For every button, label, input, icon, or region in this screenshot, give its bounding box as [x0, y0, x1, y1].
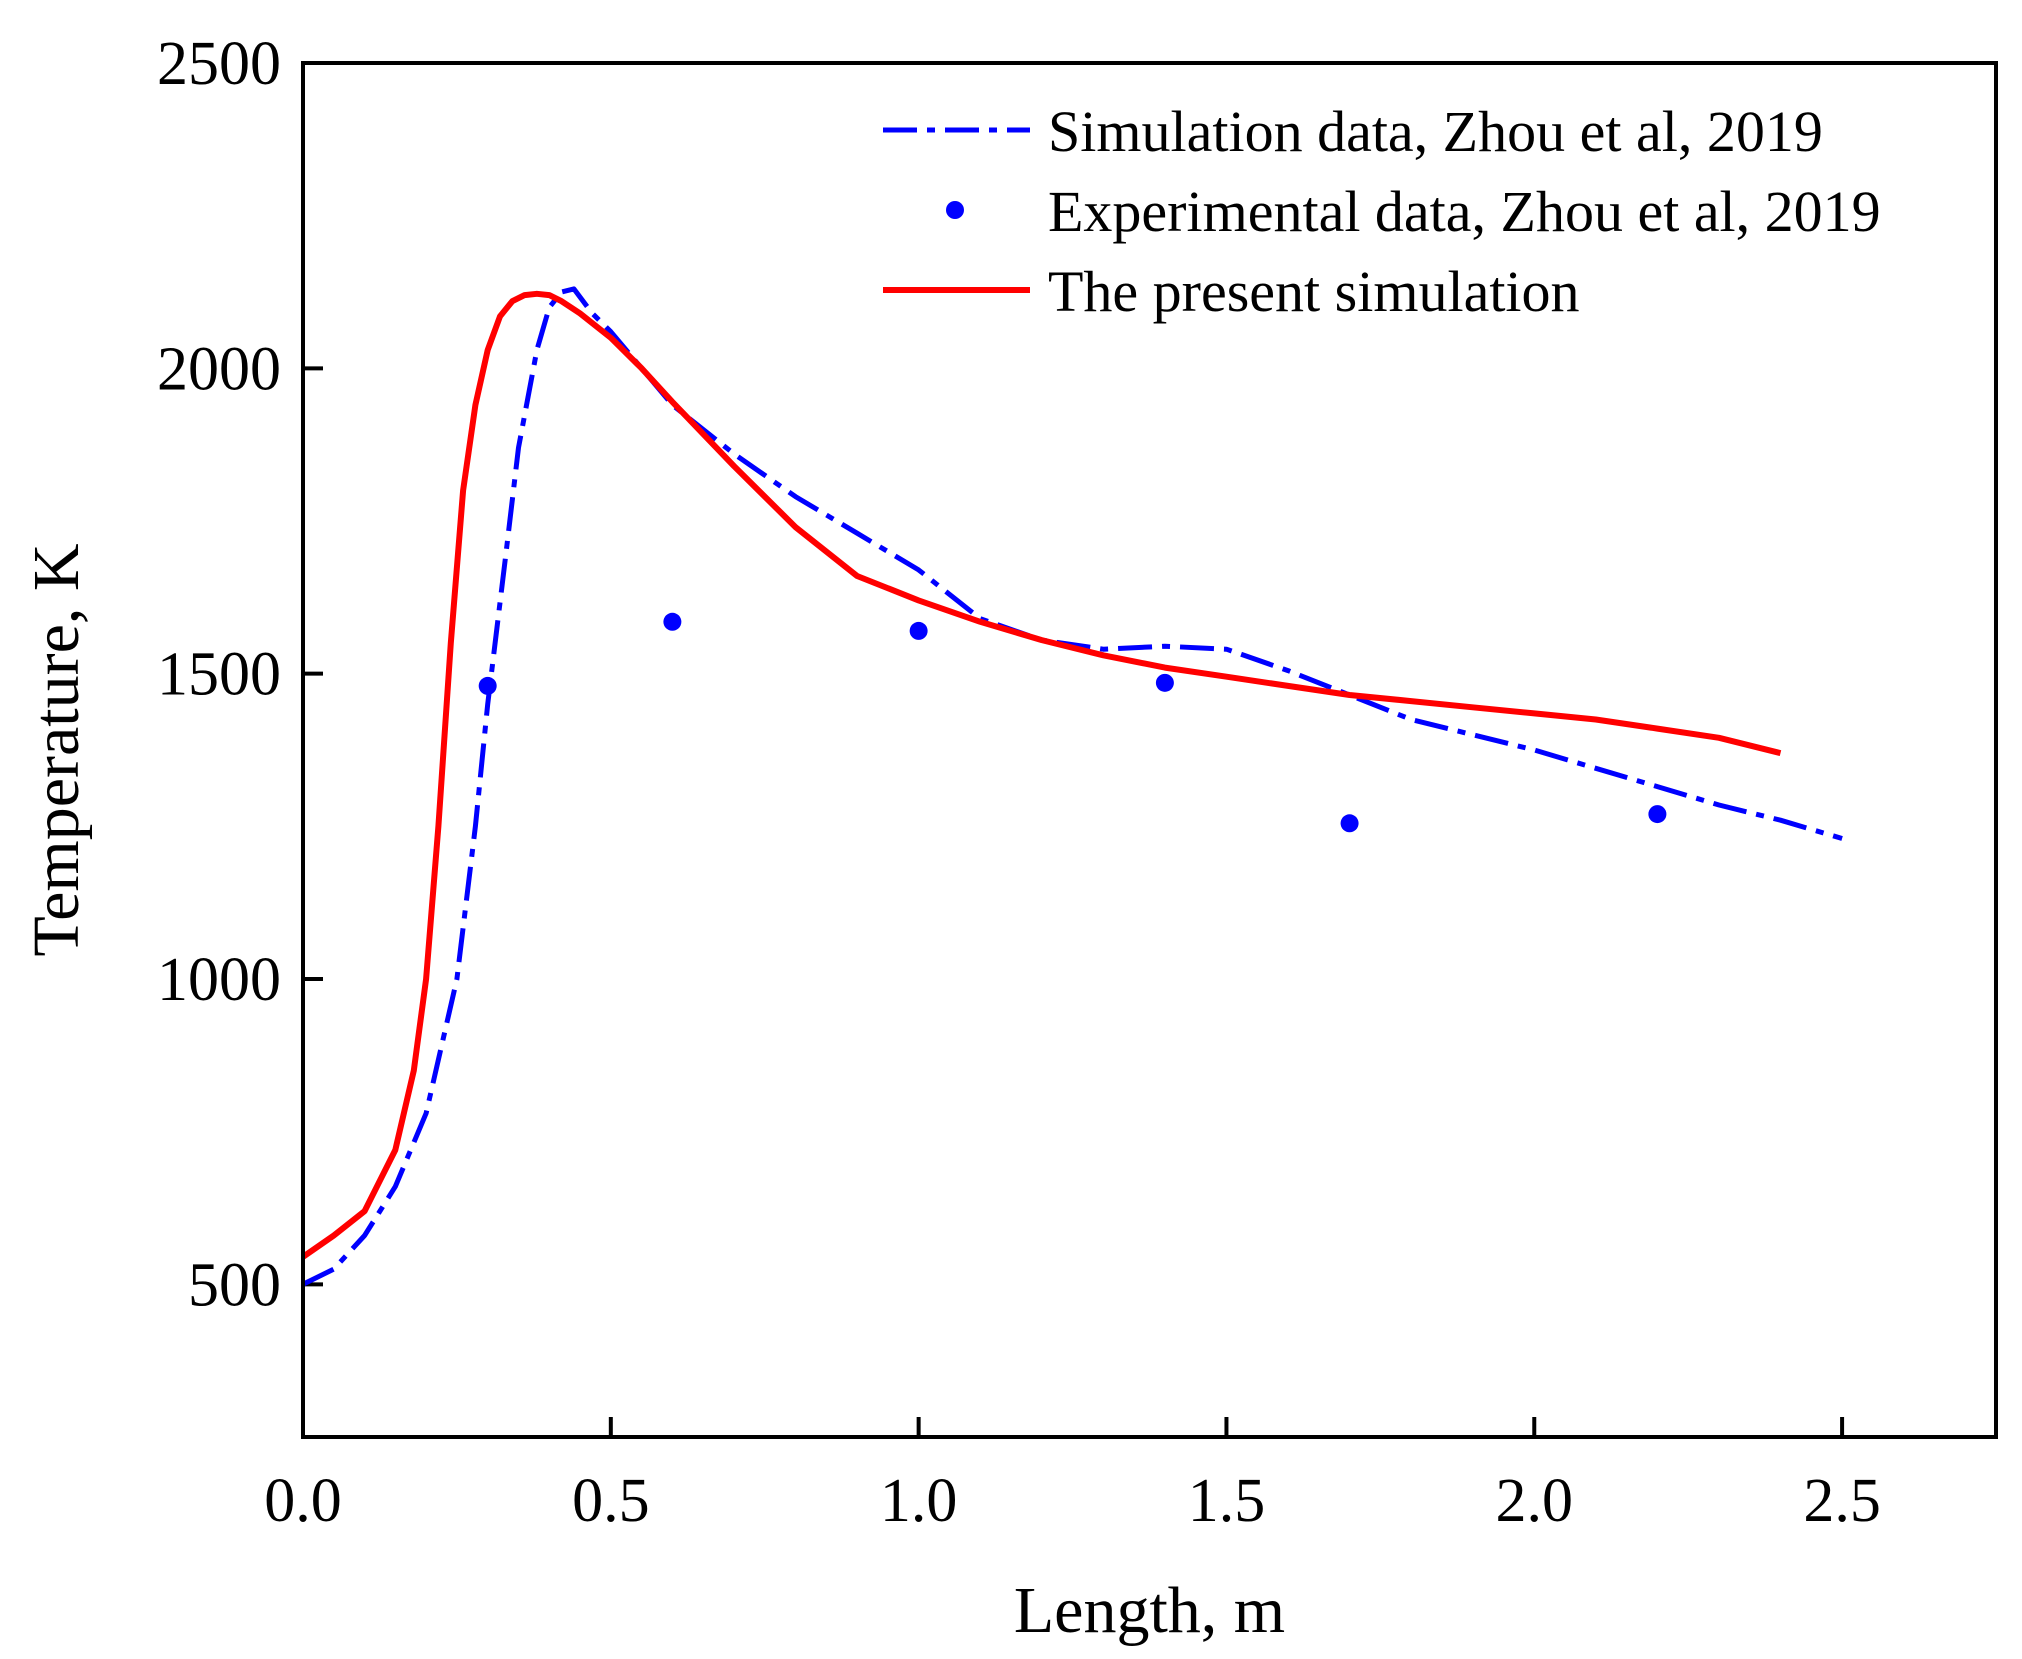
present-simulation-line — [301, 290, 1782, 1260]
plot-frame — [301, 61, 1998, 1439]
experimental-data-point — [663, 612, 682, 631]
x-tick-label: 1.0 — [880, 1467, 958, 1535]
experimental-data-point — [1648, 805, 1667, 824]
y-axis-label: Temperature, K — [20, 543, 93, 956]
x-axis-label: Length, m — [1014, 1574, 1285, 1647]
experimental-data-point — [478, 676, 497, 695]
x-tick-label: 0.0 — [264, 1467, 342, 1535]
experimental-data-point — [1340, 814, 1359, 833]
y-tick-label: 1000 — [157, 946, 281, 1014]
tick-labels: 0.0 0.5 1.0 1.5 2.0 2.5 500 1000 1500 2000 2500 — [157, 30, 1881, 1535]
x-tick-label: 1.5 — [1188, 1467, 1266, 1535]
y-tick-label: 2500 — [157, 30, 281, 98]
legend-item: Experimental data, Zhou et al, 2019 — [946, 179, 1881, 244]
x-tick-label: 2.5 — [1803, 1467, 1881, 1535]
experimental-data-point — [1155, 673, 1174, 692]
legend-item: Simulation data, Zhou et al, 2019 — [883, 99, 1823, 164]
legend-marker — [946, 201, 964, 219]
legend-item: The present simulation — [883, 259, 1580, 324]
legend-label: Simulation data, Zhou et al, 2019 — [1048, 99, 1823, 164]
legend: Simulation data, Zhou et al, 2019 Experim… — [883, 99, 1881, 324]
x-tick-label: 0.5 — [572, 1467, 650, 1535]
y-tick-label: 2000 — [157, 335, 281, 403]
zhou-simulation-line — [301, 286, 1843, 1287]
y-tick-label: 1500 — [157, 641, 281, 709]
legend-label: The present simulation — [1048, 259, 1580, 324]
y-tick-label: 500 — [188, 1251, 281, 1319]
legend-label: Experimental data, Zhou et al, 2019 — [1048, 179, 1881, 244]
experimental-data-point — [909, 621, 928, 640]
x-tick-label: 2.0 — [1496, 1467, 1574, 1535]
series-layer — [301, 286, 1843, 1287]
